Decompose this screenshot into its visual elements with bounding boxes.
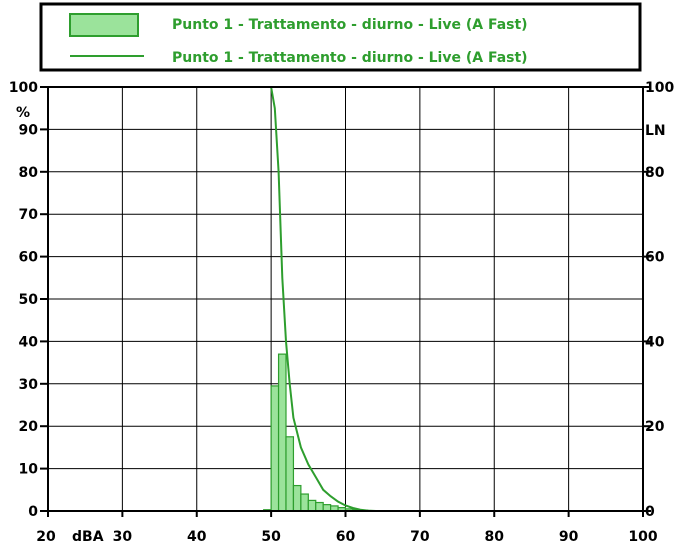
right-y-tick-label: 40	[645, 334, 665, 350]
histogram-bar	[315, 501, 324, 512]
right-y-tick-label: 0	[645, 504, 655, 520]
histogram-bar	[300, 493, 309, 512]
x-tick-label: 50	[261, 529, 281, 545]
legend-label-histogram: Punto 1 - Trattamento - diurno - Live (A…	[172, 17, 528, 33]
left-y-tick-label: 50	[19, 292, 39, 308]
x-tick-label: 90	[559, 529, 579, 545]
left-y-tick-label: 40	[19, 334, 39, 350]
left-y-tick-label: 60	[19, 250, 39, 266]
histogram-bar	[292, 484, 302, 512]
left-axis-unit: %	[16, 105, 30, 121]
left-y-tick-label: 80	[19, 165, 39, 181]
x-unit-label: dBA	[72, 529, 104, 545]
histogram-bar	[277, 353, 287, 512]
x-axis: 20 30 40 50 60 70 80 90 100	[36, 511, 658, 545]
x-tick-label: 30	[113, 529, 133, 545]
legend: Punto 1 - Trattamento - diurno - Live (A…	[39, 2, 642, 72]
right-y-tick-label: 60	[645, 250, 665, 266]
left-y-tick-label: 70	[19, 207, 39, 223]
left-y-tick-label: 100	[9, 80, 38, 96]
legend-swatch-histogram	[69, 13, 139, 37]
cumulative-line	[270, 86, 376, 512]
histogram-bar	[270, 385, 280, 512]
x-tick-label: 40	[187, 529, 207, 545]
histogram-bar	[285, 436, 295, 512]
x-tick-label: 80	[485, 529, 505, 545]
left-y-axis: 0 10 20 30 40 50 60 70 80 90 100	[9, 80, 48, 520]
left-y-tick-label: 0	[28, 504, 38, 520]
x-tick-label: 100	[628, 529, 657, 545]
x-tick-label: 20	[36, 529, 56, 545]
histogram-bar	[307, 499, 317, 512]
right-y-tick-label: 100	[645, 80, 674, 96]
x-tick-label: 60	[336, 529, 356, 545]
left-y-tick-label: 20	[19, 419, 39, 435]
right-axis-label: LN	[645, 123, 666, 139]
legend-label-line: Punto 1 - Trattamento - diurno - Live (A…	[172, 50, 528, 66]
left-y-tick-label: 10	[19, 462, 39, 478]
right-y-axis: 0 20 40 60 80 100	[643, 80, 674, 520]
right-y-tick-label: 20	[645, 419, 665, 435]
x-tick-label: 70	[410, 529, 430, 545]
plot-area	[47, 86, 644, 512]
right-y-tick-label: 80	[645, 165, 665, 181]
left-y-tick-label: 90	[19, 122, 39, 138]
legend-box	[39, 2, 642, 72]
left-y-tick-label: 30	[19, 377, 39, 393]
